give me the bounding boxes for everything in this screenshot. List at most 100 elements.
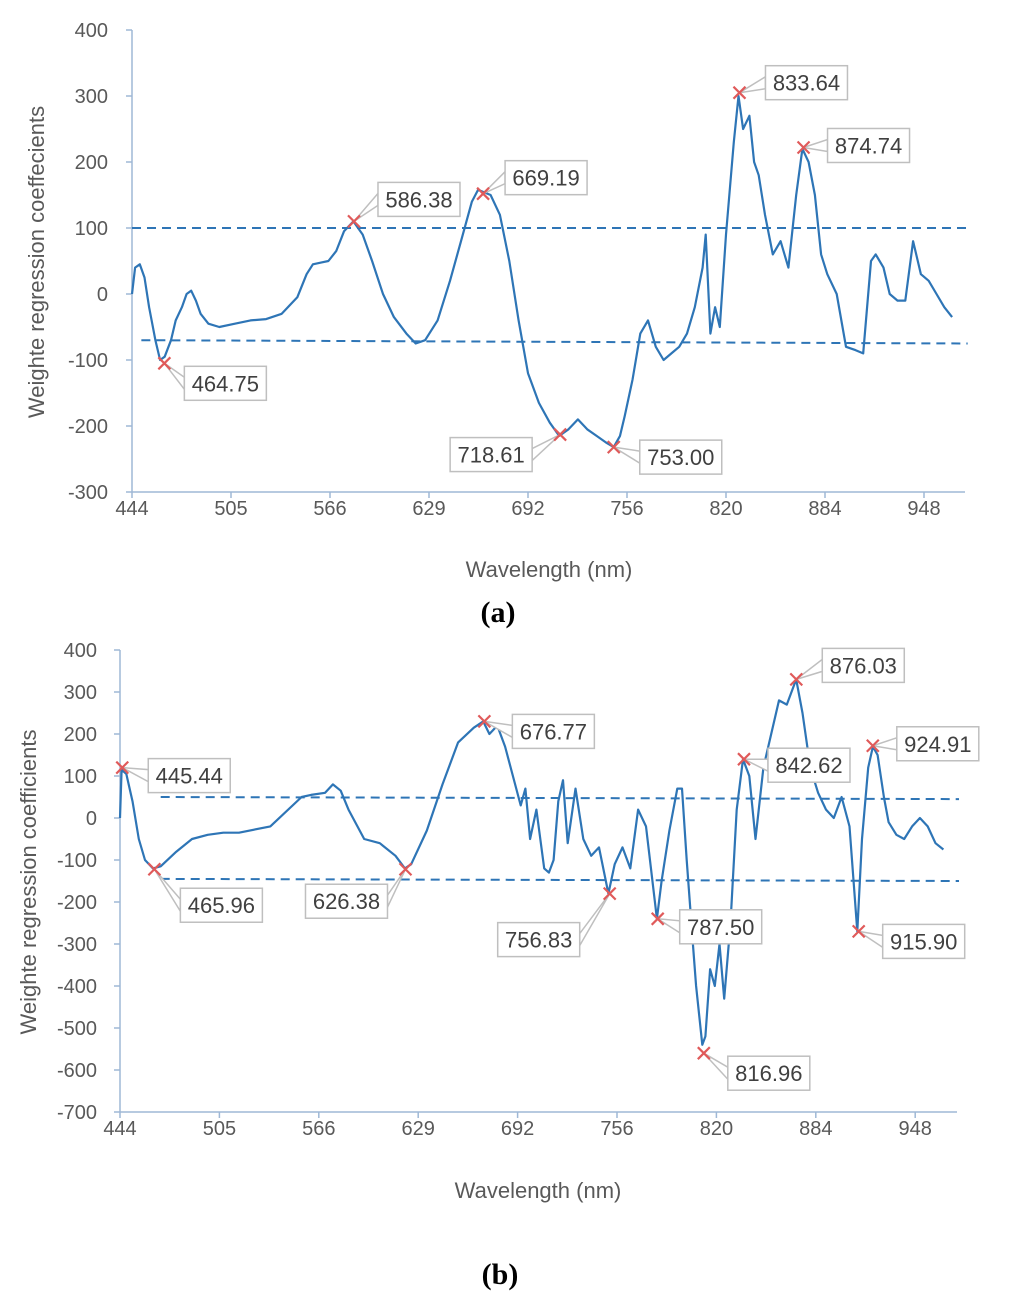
peak-marker (147, 862, 162, 877)
callout-box (183, 365, 268, 402)
threshold-line (160, 877, 960, 882)
panel-label: (b) (482, 1258, 519, 1291)
callout-label: 924.91 (904, 732, 971, 757)
callout-box (767, 747, 851, 783)
callout-label: 445.44 (156, 764, 223, 789)
callout-label: 718.61 (457, 443, 524, 468)
callout-pointer (578, 893, 611, 949)
callout-label: 816.96 (735, 1061, 802, 1086)
x-axis-title: Wavelength (nm) (466, 557, 633, 582)
chart-panel-a: Wavelength (nm) Weighte regression coeff… (24, 20, 968, 629)
peak-marker (602, 886, 617, 901)
y-tick-label: -300 (68, 482, 108, 504)
callout-box (511, 713, 596, 750)
callout-box (727, 1055, 811, 1091)
y-axis-title: Weighte regression coefficients (16, 730, 41, 1035)
callout-box (147, 757, 232, 794)
callout-pointer (484, 720, 514, 739)
y-tick-label: 0 (86, 808, 97, 830)
x-tick-label: 820 (709, 498, 742, 520)
y-tick-label: 200 (75, 152, 108, 174)
peak-marker (477, 714, 492, 729)
callout-box (764, 64, 849, 101)
x-tick-label: 629 (402, 1118, 435, 1140)
callout-label: 465.96 (188, 893, 255, 918)
y-tick-label: 0 (97, 284, 108, 306)
x-tick-label: 444 (103, 1118, 136, 1140)
peak-marker (115, 760, 130, 775)
chart-panel-b: Wavelength (nm) Weighte regression coeff… (16, 640, 980, 1291)
y-tick-label: -100 (68, 350, 108, 372)
peak-marker (732, 85, 747, 100)
peak-marker (476, 186, 490, 201)
threshold-line (141, 339, 968, 345)
peak-marker (157, 356, 172, 371)
callout-box (377, 181, 461, 218)
callout-box (881, 923, 966, 960)
series-line (130, 94, 953, 449)
x-tick-label: 884 (808, 498, 841, 520)
callout-pointer (386, 868, 407, 908)
y-tick-label: -500 (57, 1018, 97, 1040)
x-tick-label: 444 (115, 498, 148, 520)
y-axis-title: Weighte regression coeffecients (24, 106, 49, 418)
peak-marker (553, 427, 567, 442)
series-line (118, 678, 945, 1046)
callout-label: 464.75 (192, 371, 259, 396)
y-tick-label: 200 (64, 724, 97, 746)
callout-box (826, 127, 911, 164)
callout-label: 626.38 (313, 889, 380, 914)
x-tick-label: 820 (700, 1118, 733, 1140)
callout-label: 756.83 (505, 928, 572, 953)
callout-label: 876.03 (830, 653, 897, 678)
x-tick-label: 629 (412, 498, 445, 520)
threshold-line (160, 796, 960, 801)
x-tick-label: 566 (302, 1118, 335, 1140)
peak-marker (347, 214, 361, 229)
callout-box (449, 436, 533, 473)
peak-marker (697, 1046, 711, 1060)
callout-label: 915.90 (890, 929, 957, 954)
callout-label: 676.77 (520, 719, 587, 744)
x-tick-label: 692 (511, 498, 544, 520)
peak-marker (650, 912, 665, 926)
callout-label: 833.64 (773, 71, 840, 96)
callout-pointer (153, 868, 182, 914)
peak-marker (796, 140, 811, 155)
y-tick-label: -100 (57, 850, 97, 872)
y-tick-label: -700 (57, 1102, 97, 1124)
callout-label: 669.19 (512, 166, 579, 191)
peak-marker (851, 924, 866, 939)
x-tick-label: 505 (214, 498, 247, 520)
peak-marker (866, 738, 880, 753)
y-tick-label: 100 (75, 218, 108, 240)
x-tick-label: 948 (899, 1118, 932, 1140)
peak-marker (398, 862, 413, 877)
x-tick-label: 692 (501, 1118, 534, 1140)
x-tick-label: 884 (799, 1118, 832, 1140)
y-tick-label: -600 (57, 1060, 97, 1082)
x-tick-label: 505 (203, 1118, 236, 1140)
y-tick-label: 300 (75, 86, 108, 108)
x-tick-label: 566 (313, 498, 346, 520)
peak-marker (789, 672, 804, 687)
callout-label: 753.00 (647, 445, 714, 470)
callout-box (896, 726, 980, 762)
callout-box (821, 647, 906, 684)
x-tick-label: 948 (907, 498, 940, 520)
callout-box (304, 883, 389, 919)
y-tick-label: 400 (64, 640, 97, 662)
x-axis-title: Wavelength (nm) (455, 1178, 622, 1203)
callout-box (496, 921, 581, 958)
callout-label: 874.74 (835, 133, 902, 158)
y-tick-label: 300 (64, 682, 97, 704)
y-tick-label: 400 (75, 20, 108, 42)
y-tick-label: -300 (57, 934, 97, 956)
y-tick-label: -200 (68, 416, 108, 438)
peak-marker (737, 752, 751, 766)
callout-box (678, 909, 763, 945)
callout-box (179, 887, 264, 923)
y-tick-label: -200 (57, 892, 97, 914)
y-tick-label: 100 (64, 766, 97, 788)
